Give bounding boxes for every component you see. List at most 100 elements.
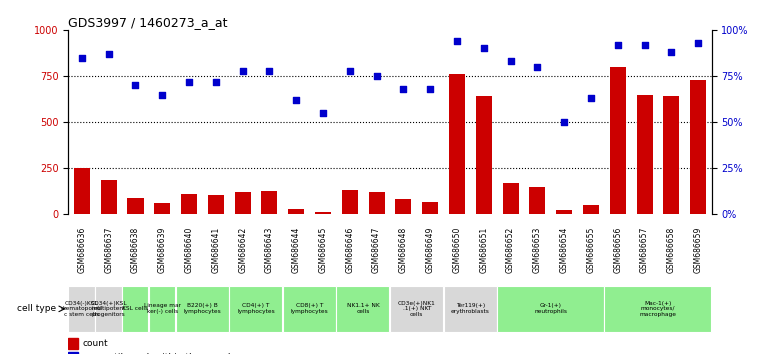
Point — [638, 42, 651, 48]
Bar — [283, 286, 336, 332]
Point — [237, 68, 249, 73]
Point — [558, 119, 570, 125]
Text: B220(+) B
lymphocytes: B220(+) B lymphocytes — [183, 303, 221, 314]
Point — [263, 68, 275, 73]
Point — [344, 68, 356, 73]
Text: GSM686639: GSM686639 — [158, 226, 167, 273]
Text: GSM686655: GSM686655 — [587, 226, 595, 273]
Point — [371, 73, 383, 79]
Text: GSM686636: GSM686636 — [78, 226, 87, 273]
Text: GSM686649: GSM686649 — [425, 226, 435, 273]
Point — [317, 110, 329, 116]
Point — [103, 51, 115, 57]
Point — [397, 86, 409, 92]
Bar — [342, 190, 358, 214]
Text: count: count — [83, 339, 108, 348]
Bar — [583, 205, 599, 214]
Point — [129, 82, 142, 88]
Bar — [636, 95, 653, 214]
Text: CD34(+)KSL
multipotent
progenitors: CD34(+)KSL multipotent progenitors — [91, 301, 127, 317]
Point — [156, 92, 168, 97]
Point — [612, 42, 624, 48]
Bar — [234, 192, 250, 214]
Bar — [95, 286, 122, 332]
Text: cell type: cell type — [17, 304, 56, 313]
Text: CD8(+) T
lymphocytes: CD8(+) T lymphocytes — [291, 303, 329, 314]
Bar — [444, 286, 497, 332]
Bar — [368, 192, 384, 214]
Text: GSM686650: GSM686650 — [453, 226, 461, 273]
Bar — [476, 96, 492, 214]
Text: GSM686657: GSM686657 — [640, 226, 649, 273]
Text: CD34(-)KSL
hematopoieti
c stem cells: CD34(-)KSL hematopoieti c stem cells — [62, 301, 101, 317]
Bar — [604, 286, 711, 332]
Text: GSM686652: GSM686652 — [506, 227, 515, 273]
Text: GSM686640: GSM686640 — [185, 226, 193, 273]
Bar — [181, 194, 197, 214]
Text: GSM686643: GSM686643 — [265, 226, 274, 273]
Text: CD3e(+)NK1
.1(+) NKT
cells: CD3e(+)NK1 .1(+) NKT cells — [398, 301, 436, 317]
Text: NK1.1+ NK
cells: NK1.1+ NK cells — [347, 303, 380, 314]
Bar — [530, 188, 546, 214]
Point — [290, 97, 302, 103]
Bar — [68, 353, 78, 354]
Text: GSM686644: GSM686644 — [291, 226, 301, 273]
Bar — [149, 286, 175, 332]
Text: Gr-1(+)
neutrophils: Gr-1(+) neutrophils — [534, 303, 567, 314]
Point — [531, 64, 543, 70]
Point — [210, 79, 222, 85]
Bar — [610, 67, 626, 214]
Text: GSM686651: GSM686651 — [479, 227, 489, 273]
Bar — [497, 286, 603, 332]
Point — [585, 95, 597, 101]
Text: GSM686642: GSM686642 — [238, 227, 247, 273]
Bar — [422, 202, 438, 214]
Point — [505, 58, 517, 64]
Text: Lineage mar
ker(-) cells: Lineage mar ker(-) cells — [144, 303, 181, 314]
Text: Ter119(+)
erythroblasts: Ter119(+) erythroblasts — [451, 303, 490, 314]
Bar — [449, 74, 465, 214]
Bar — [100, 180, 116, 214]
Point — [183, 79, 195, 85]
Bar — [229, 286, 282, 332]
Bar — [288, 209, 304, 214]
Point — [692, 40, 704, 46]
Bar — [502, 183, 519, 214]
Text: GSM686646: GSM686646 — [345, 226, 355, 273]
Text: GDS3997 / 1460273_a_at: GDS3997 / 1460273_a_at — [68, 16, 228, 29]
Bar — [68, 286, 95, 332]
Bar — [208, 195, 224, 214]
Bar — [690, 80, 706, 214]
Bar — [664, 96, 680, 214]
Point — [424, 86, 436, 92]
Text: GSM686659: GSM686659 — [693, 226, 702, 273]
Text: GSM686656: GSM686656 — [613, 226, 622, 273]
Bar — [127, 198, 144, 214]
Text: GSM686658: GSM686658 — [667, 227, 676, 273]
Bar — [176, 286, 229, 332]
Bar — [122, 286, 148, 332]
Text: GSM686641: GSM686641 — [212, 227, 221, 273]
Text: GSM686654: GSM686654 — [559, 226, 568, 273]
Bar — [396, 199, 412, 214]
Point — [478, 46, 490, 51]
Point — [451, 38, 463, 44]
Text: GSM686645: GSM686645 — [319, 226, 327, 273]
Bar — [315, 212, 331, 214]
Bar — [390, 286, 443, 332]
Text: GSM686637: GSM686637 — [104, 226, 113, 273]
Point — [76, 55, 88, 61]
Bar — [262, 191, 278, 214]
Bar — [336, 286, 390, 332]
Text: GSM686653: GSM686653 — [533, 226, 542, 273]
Bar — [68, 338, 78, 349]
Text: GSM686638: GSM686638 — [131, 227, 140, 273]
Text: Mac-1(+)
monocytes/
macrophage: Mac-1(+) monocytes/ macrophage — [639, 301, 677, 317]
Text: CD4(+) T
lymphocytes: CD4(+) T lymphocytes — [237, 303, 275, 314]
Text: GSM686647: GSM686647 — [372, 226, 381, 273]
Bar — [556, 211, 572, 214]
Point — [665, 49, 677, 55]
Bar — [154, 203, 170, 214]
Text: GSM686648: GSM686648 — [399, 227, 408, 273]
Bar — [74, 168, 90, 214]
